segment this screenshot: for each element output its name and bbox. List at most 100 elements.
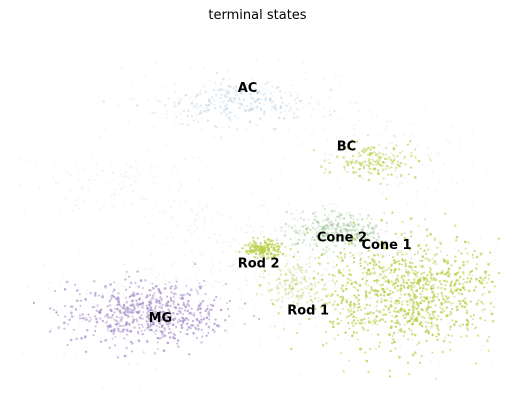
data-point: [334, 244, 338, 248]
data-point: [184, 317, 187, 319]
background-point: [246, 270, 249, 272]
background-point: [287, 297, 290, 299]
data-point: [288, 283, 291, 287]
data-point: [339, 296, 342, 299]
data-point: [142, 351, 145, 354]
data-point: [109, 309, 113, 313]
data-point: [334, 289, 337, 293]
data-point: [157, 301, 161, 304]
data-point: [205, 316, 209, 319]
background-point: [119, 187, 122, 190]
data-point: [374, 160, 377, 163]
data-point: [333, 282, 337, 285]
data-point: [398, 301, 401, 304]
data-point: [193, 312, 196, 315]
data-point: [409, 151, 413, 155]
data-point: [104, 315, 107, 318]
data-point: [371, 312, 374, 315]
data-point: [251, 97, 255, 101]
background-point: [341, 75, 344, 77]
data-point: [471, 253, 474, 256]
data-point: [299, 281, 302, 284]
background-point: [340, 231, 343, 234]
data-point: [107, 329, 109, 332]
data-point: [439, 250, 442, 253]
data-point: [316, 99, 319, 102]
background-point: [380, 169, 383, 171]
data-point: [365, 359, 369, 363]
data-point: [367, 224, 370, 227]
data-point: [281, 285, 284, 288]
data-point: [453, 295, 456, 298]
data-point: [224, 319, 227, 322]
data-point: [399, 174, 403, 177]
data-point: [436, 326, 440, 330]
data-point: [413, 285, 416, 288]
background-point: [194, 288, 197, 291]
data-point: [390, 161, 394, 165]
data-point: [352, 171, 355, 174]
data-point: [161, 304, 164, 306]
data-point: [199, 311, 202, 315]
data-point: [387, 173, 390, 176]
background-point: [38, 187, 40, 190]
data-point: [447, 296, 450, 299]
background-point: [402, 134, 405, 137]
data-point: [258, 89, 261, 93]
data-point: [372, 263, 375, 266]
data-point: [344, 229, 347, 232]
data-point: [300, 232, 303, 235]
data-point: [438, 280, 442, 283]
data-point: [281, 296, 285, 300]
data-point: [288, 285, 292, 288]
background-point: [101, 169, 104, 172]
data-point: [298, 265, 301, 269]
background-point: [260, 225, 263, 228]
data-point: [102, 99, 106, 103]
data-point: [356, 288, 360, 292]
data-point: [308, 261, 311, 265]
data-point: [411, 307, 415, 310]
background-point: [353, 228, 356, 231]
background-point: [254, 101, 257, 104]
data-point: [296, 231, 299, 234]
data-point: [353, 147, 356, 150]
data-point: [420, 354, 423, 358]
data-point: [130, 304, 133, 307]
data-point: [86, 328, 89, 332]
data-point: [274, 108, 278, 111]
background-point: [485, 169, 488, 172]
data-point: [420, 299, 424, 302]
data-point: [433, 316, 436, 319]
data-point: [432, 316, 435, 319]
data-point: [340, 230, 344, 234]
data-point: [336, 322, 339, 325]
background-point: [401, 279, 404, 282]
background-point: [350, 255, 352, 258]
background-point: [229, 242, 232, 244]
data-point: [268, 97, 272, 101]
data-point: [479, 316, 482, 320]
data-point: [431, 351, 434, 354]
data-point: [303, 275, 306, 279]
data-point: [199, 104, 202, 107]
background-point: [370, 266, 373, 269]
background-point: [139, 292, 141, 295]
data-point: [322, 234, 326, 237]
data-point: [414, 155, 417, 158]
background-point: [96, 174, 98, 176]
data-point: [277, 287, 280, 290]
data-point: [135, 299, 138, 302]
background-point: [207, 249, 210, 252]
data-point: [379, 156, 383, 159]
data-point: [123, 307, 126, 310]
data-point: [410, 317, 413, 320]
background-point: [411, 338, 413, 341]
data-point: [179, 319, 182, 322]
data-point: [279, 111, 282, 114]
background-point: [148, 223, 150, 226]
data-point: [285, 104, 288, 107]
data-point: [357, 306, 360, 309]
data-point: [469, 270, 472, 274]
background-point: [296, 219, 299, 222]
